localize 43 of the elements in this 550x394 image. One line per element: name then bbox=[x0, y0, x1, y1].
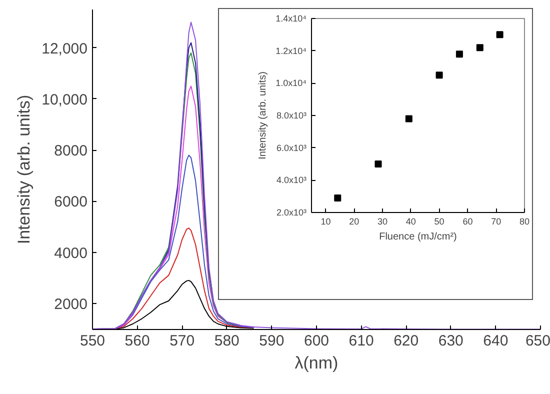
x-tick-label: 10 bbox=[320, 216, 331, 226]
point bbox=[436, 72, 443, 79]
point bbox=[456, 50, 463, 58]
y-tick-label: 8000 bbox=[54, 142, 88, 160]
y-tick-label: 6.0x10³ bbox=[276, 142, 307, 153]
point bbox=[374, 160, 382, 168]
x-tick-label: 590 bbox=[259, 332, 284, 350]
x-axis-title: Fluence (mJ/cm²) bbox=[379, 232, 457, 242]
y-tick-label: 1.4x10⁴ bbox=[276, 14, 307, 24]
y-tick-label: 4000 bbox=[54, 244, 88, 262]
x-tick-label: 640 bbox=[483, 332, 508, 350]
y-axis-title: Intensity (arb. units) bbox=[258, 72, 269, 160]
x-tick-label: 80 bbox=[519, 216, 530, 226]
x-tick-label: 560 bbox=[124, 332, 150, 350]
x-tick-label: 40 bbox=[406, 216, 416, 226]
y-tick-label: 2.0x10³ bbox=[276, 208, 307, 218]
x-tick-label: 620 bbox=[394, 332, 419, 350]
y-tick-label: 4.0x10³ bbox=[276, 175, 307, 186]
point bbox=[405, 115, 412, 122]
x-tick-label: 630 bbox=[438, 332, 464, 350]
y-tick-label: 1.2x10⁴ bbox=[276, 46, 307, 56]
y-tick-label: 2000 bbox=[54, 296, 88, 313]
x-tick-label: 50 bbox=[434, 216, 444, 226]
x-axis-title: λ(nm) bbox=[294, 354, 338, 372]
point bbox=[496, 31, 504, 38]
point bbox=[334, 194, 342, 202]
y-tick-label: 6000 bbox=[54, 194, 88, 211]
y-axis-title: Intensity (arb. units) bbox=[14, 94, 34, 244]
y-tick-label: 10,000 bbox=[42, 91, 88, 108]
point bbox=[476, 44, 484, 52]
x-tick-label: 570 bbox=[170, 332, 195, 350]
y-tick-label: 12,000 bbox=[42, 40, 88, 58]
x-tick-label: 550 bbox=[80, 332, 106, 350]
x-tick-label: 610 bbox=[348, 332, 374, 350]
x-tick-label: 60 bbox=[462, 216, 473, 226]
y-tick-label: 8.0x10³ bbox=[276, 110, 307, 120]
x-tick-label: 30 bbox=[377, 216, 388, 226]
x-tick-label: 580 bbox=[214, 332, 240, 350]
y-tick-label: 1.0x10⁴ bbox=[276, 78, 307, 88]
x-tick-label: 70 bbox=[491, 216, 502, 226]
x-tick-label: 650 bbox=[525, 332, 550, 350]
x-tick-label: 600 bbox=[304, 332, 330, 350]
x-tick-label: 20 bbox=[349, 216, 360, 226]
